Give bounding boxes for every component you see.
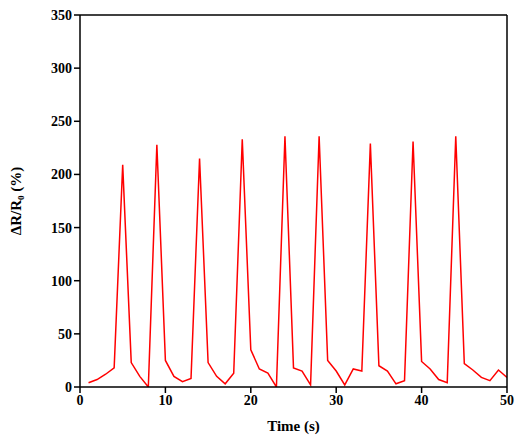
svg-text:20: 20 [244,393,258,408]
svg-text:100: 100 [51,274,72,289]
svg-text:200: 200 [51,167,72,182]
svg-text:300: 300 [51,61,72,76]
svg-text:10: 10 [158,393,172,408]
svg-text:0: 0 [77,393,84,408]
svg-text:Time (s): Time (s) [267,418,320,435]
svg-text:350: 350 [51,8,72,23]
svg-text:30: 30 [329,393,343,408]
svg-text:150: 150 [51,221,72,236]
svg-text:250: 250 [51,114,72,129]
svg-text:50: 50 [58,327,72,342]
svg-text:ΔR/R₀ (%): ΔR/R₀ (%) [8,167,25,235]
svg-text:40: 40 [415,393,429,408]
svg-text:0: 0 [65,380,72,395]
svg-text:50: 50 [500,393,514,408]
